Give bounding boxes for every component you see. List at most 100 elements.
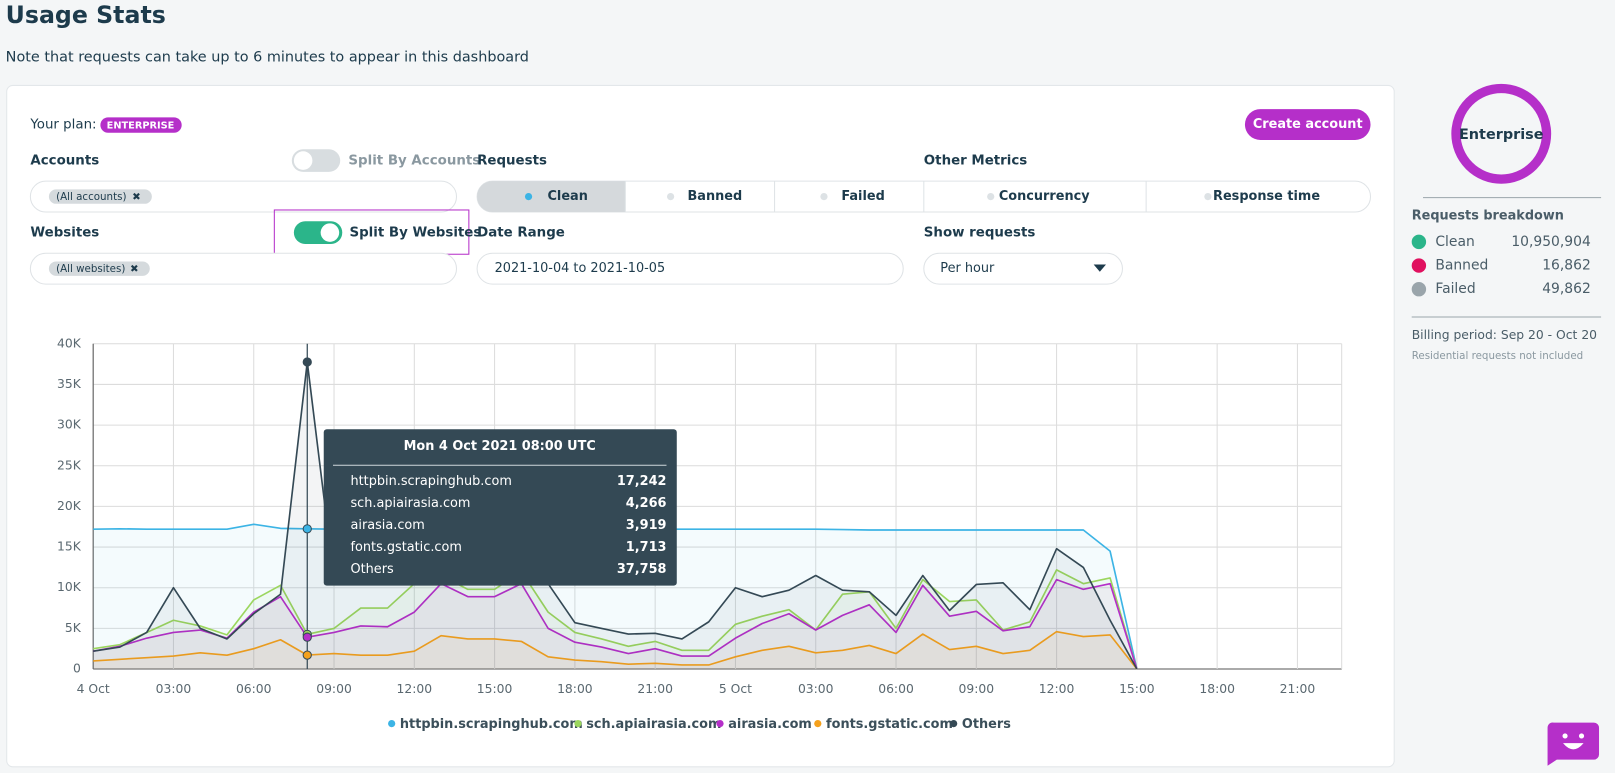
tooltip-name: Others <box>350 562 394 577</box>
tooltip-value: 37,758 <box>617 562 667 577</box>
metric-tab[interactable]: Response time <box>1213 189 1320 204</box>
legend-dot <box>388 719 396 728</box>
y-tick-label: 5K <box>65 621 82 635</box>
page-title: Usage Stats <box>6 1 166 29</box>
date-range-input[interactable] <box>476 252 904 285</box>
button-text[interactable]: Create account <box>1253 117 1363 132</box>
show-requests-label: Show requests <box>924 226 1036 241</box>
y-tick-label: 25K <box>57 458 82 472</box>
toggle-knob[interactable] <box>320 223 340 242</box>
legend-dot <box>950 719 958 728</box>
y-tick-label: 40K <box>57 336 82 350</box>
x-tick-label: 5 Oct <box>719 682 752 696</box>
legend-label[interactable]: sch.apiairasia.com <box>586 717 721 732</box>
chip-remove[interactable]: ✖ <box>132 191 141 203</box>
websites-label: Websites <box>30 226 99 241</box>
legend-label[interactable]: httpbin.scrapinghub.com <box>400 717 583 732</box>
tooltip-value: 17,242 <box>617 474 667 489</box>
tab-dot <box>524 192 533 201</box>
split-accounts-label: Split By Accounts <box>348 154 480 169</box>
legend-dot <box>1411 234 1427 250</box>
toggle-knob[interactable] <box>293 151 313 170</box>
x-tick-label: 15:00 <box>477 682 513 696</box>
x-tick-label: 09:00 <box>959 682 995 696</box>
y-tick-label: 20K <box>57 499 82 513</box>
y-tick-label: 35K <box>57 377 82 391</box>
plan-badge-text: ENTERPRISE <box>107 121 175 132</box>
active-tab-bg <box>477 181 626 213</box>
series-area <box>93 362 1137 670</box>
y-tick-label: 10K <box>57 580 82 594</box>
x-tick-label: 21:00 <box>637 682 673 696</box>
legend-label[interactable]: Others <box>962 717 1011 732</box>
x-tick-label: 03:00 <box>156 682 192 696</box>
accounts-chip[interactable] <box>48 189 152 204</box>
plan-name: Enterprise <box>1459 127 1544 143</box>
tooltip-name: httpbin.scrapinghub.com <box>350 474 511 489</box>
legend-dot <box>1411 258 1427 273</box>
x-tick-label: 06:00 <box>236 682 272 696</box>
x-tick-label: 12:00 <box>397 682 433 696</box>
tooltip-title: Mon 4 Oct 2021 08:00 UTC <box>404 439 596 454</box>
show-requests-select[interactable] <box>923 252 1123 285</box>
breakdown-value: 16,862 <box>1542 258 1591 274</box>
tab-dot <box>987 192 995 201</box>
accounts-input[interactable] <box>29 180 458 213</box>
request-tab[interactable]: Clean <box>547 189 587 204</box>
websites-chip[interactable] <box>48 261 150 276</box>
plan-badge <box>100 117 182 133</box>
footnote: Residential requests not included <box>1412 350 1584 362</box>
request-tab[interactable]: Failed <box>841 189 884 204</box>
series-area <box>93 569 1137 670</box>
x-tick-label: 12:00 <box>1039 682 1075 696</box>
legend-dot <box>814 719 822 728</box>
split-accounts-toggle[interactable] <box>291 149 341 172</box>
chat-eye <box>1578 733 1585 739</box>
x-tick-label: 15:00 <box>1119 682 1155 696</box>
x-tick-label: 06:00 <box>878 682 914 696</box>
chat-widget[interactable] <box>1547 722 1600 766</box>
request-tab[interactable]: Banned <box>688 189 743 204</box>
hover-point <box>302 357 312 367</box>
billing-period: Billing period: Sep 20 - Oct 20 <box>1412 328 1597 342</box>
chat-mouth <box>1563 743 1584 750</box>
tooltip-name: airasia.com <box>350 518 424 533</box>
create-account-button[interactable]: Create account <box>1244 109 1371 140</box>
accounts-chip-text: (All accounts) <box>56 191 126 203</box>
chip-remove[interactable]: ✖ <box>130 263 139 275</box>
breakdown-value: 49,862 <box>1542 281 1591 297</box>
x-tick-label: 18:00 <box>1199 682 1235 696</box>
y-tick-label: 30K <box>57 418 82 432</box>
x-tick-label: 21:00 <box>1280 682 1316 696</box>
page-note: Note that requests can take up to 6 minu… <box>6 50 529 66</box>
tab-dot <box>1204 192 1212 201</box>
legend-label[interactable]: fonts.gstatic.com <box>826 717 953 732</box>
series-line <box>93 361 1138 670</box>
tooltip-value: 1,713 <box>626 540 667 555</box>
breakdown-name: Failed <box>1435 281 1475 297</box>
websites-input[interactable] <box>29 252 458 285</box>
tab-dot <box>820 192 828 201</box>
hover-point <box>302 650 312 660</box>
dropdown-arrow <box>1093 264 1106 272</box>
x-tick-label: 09:00 <box>316 682 352 696</box>
tooltip: Mon 4 Oct 2021 08:00 UTC httpbin.scrapin… <box>323 429 677 586</box>
chat-eye <box>1562 733 1568 739</box>
requests-label: Requests <box>477 154 547 169</box>
tab-dot <box>667 192 675 201</box>
legend-dot <box>1411 282 1427 297</box>
tooltip-bg <box>323 429 677 586</box>
button-bg[interactable] <box>1244 109 1371 140</box>
split-websites-toggle[interactable] <box>293 221 343 244</box>
x-tick-label: 03:00 <box>798 682 834 696</box>
tooltip-value: 3,919 <box>626 518 667 533</box>
accounts-label: Accounts <box>30 154 99 169</box>
breakdown-name: Clean <box>1435 234 1474 250</box>
metric-tab[interactable]: Concurrency <box>999 189 1090 204</box>
legend-label[interactable]: airasia.com <box>728 717 812 732</box>
y-tick-label: 0 <box>73 662 81 676</box>
x-tick-label: 4 Oct <box>77 682 110 696</box>
legend-dot <box>716 719 724 728</box>
series-line <box>93 569 1138 670</box>
